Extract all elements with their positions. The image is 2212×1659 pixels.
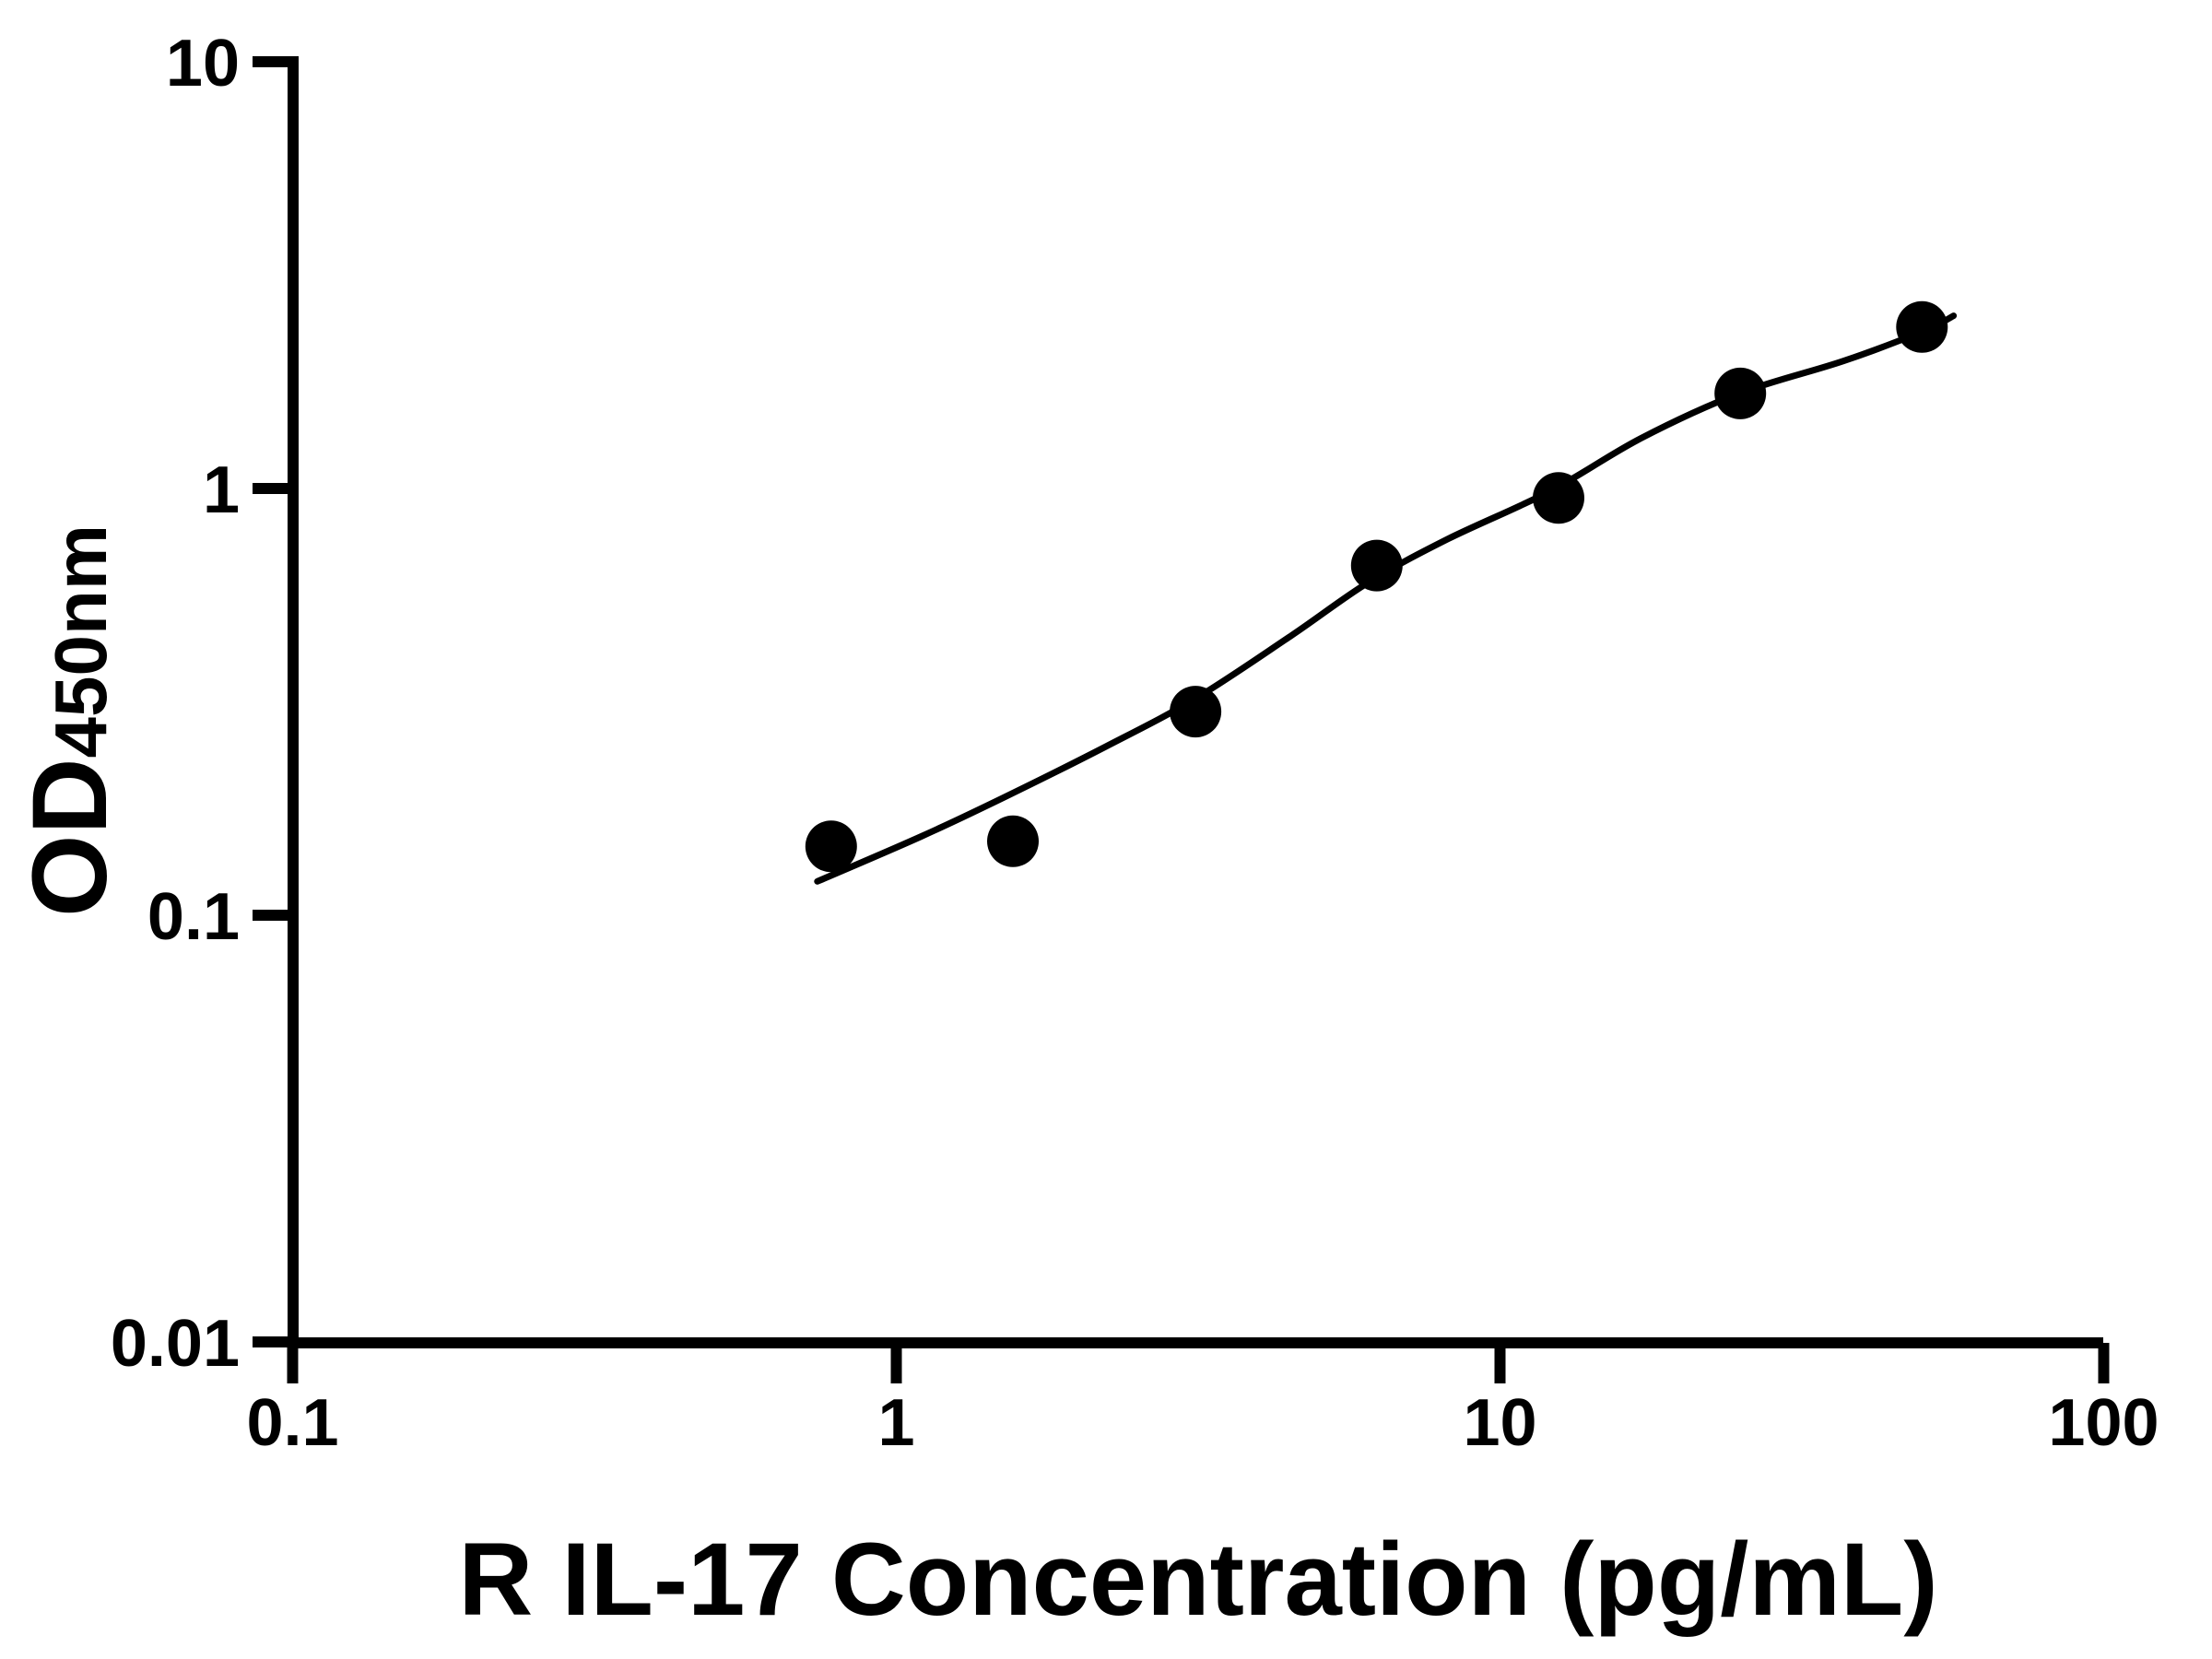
data-point-6 [1714, 367, 1767, 419]
x-tick-label-0.1: 0.1 [246, 1386, 338, 1460]
data-point-4 [1350, 539, 1403, 592]
x-tick-label-1: 1 [877, 1386, 914, 1460]
data-point-3 [1170, 686, 1222, 738]
y-tick-label-1: 1 [203, 453, 240, 527]
y-tick-label-10: 10 [166, 27, 240, 100]
fit-curve [814, 312, 1958, 885]
data-point-7 [1896, 300, 1948, 353]
y-tick-label-0.01: 0.01 [111, 1307, 240, 1381]
x-axis-title: R IL-17 Concentration (pg/mL) [458, 1522, 1937, 1637]
data-point-1 [805, 820, 857, 873]
x-tick-label-100: 100 [2048, 1386, 2159, 1460]
y-axis-title: OD450nm [11, 524, 129, 917]
data-point-5 [1533, 472, 1584, 524]
x-tick-label-10: 10 [1463, 1386, 1536, 1460]
y-tick-label-0.1: 0.1 [147, 880, 240, 954]
data-point-2 [987, 815, 1039, 867]
